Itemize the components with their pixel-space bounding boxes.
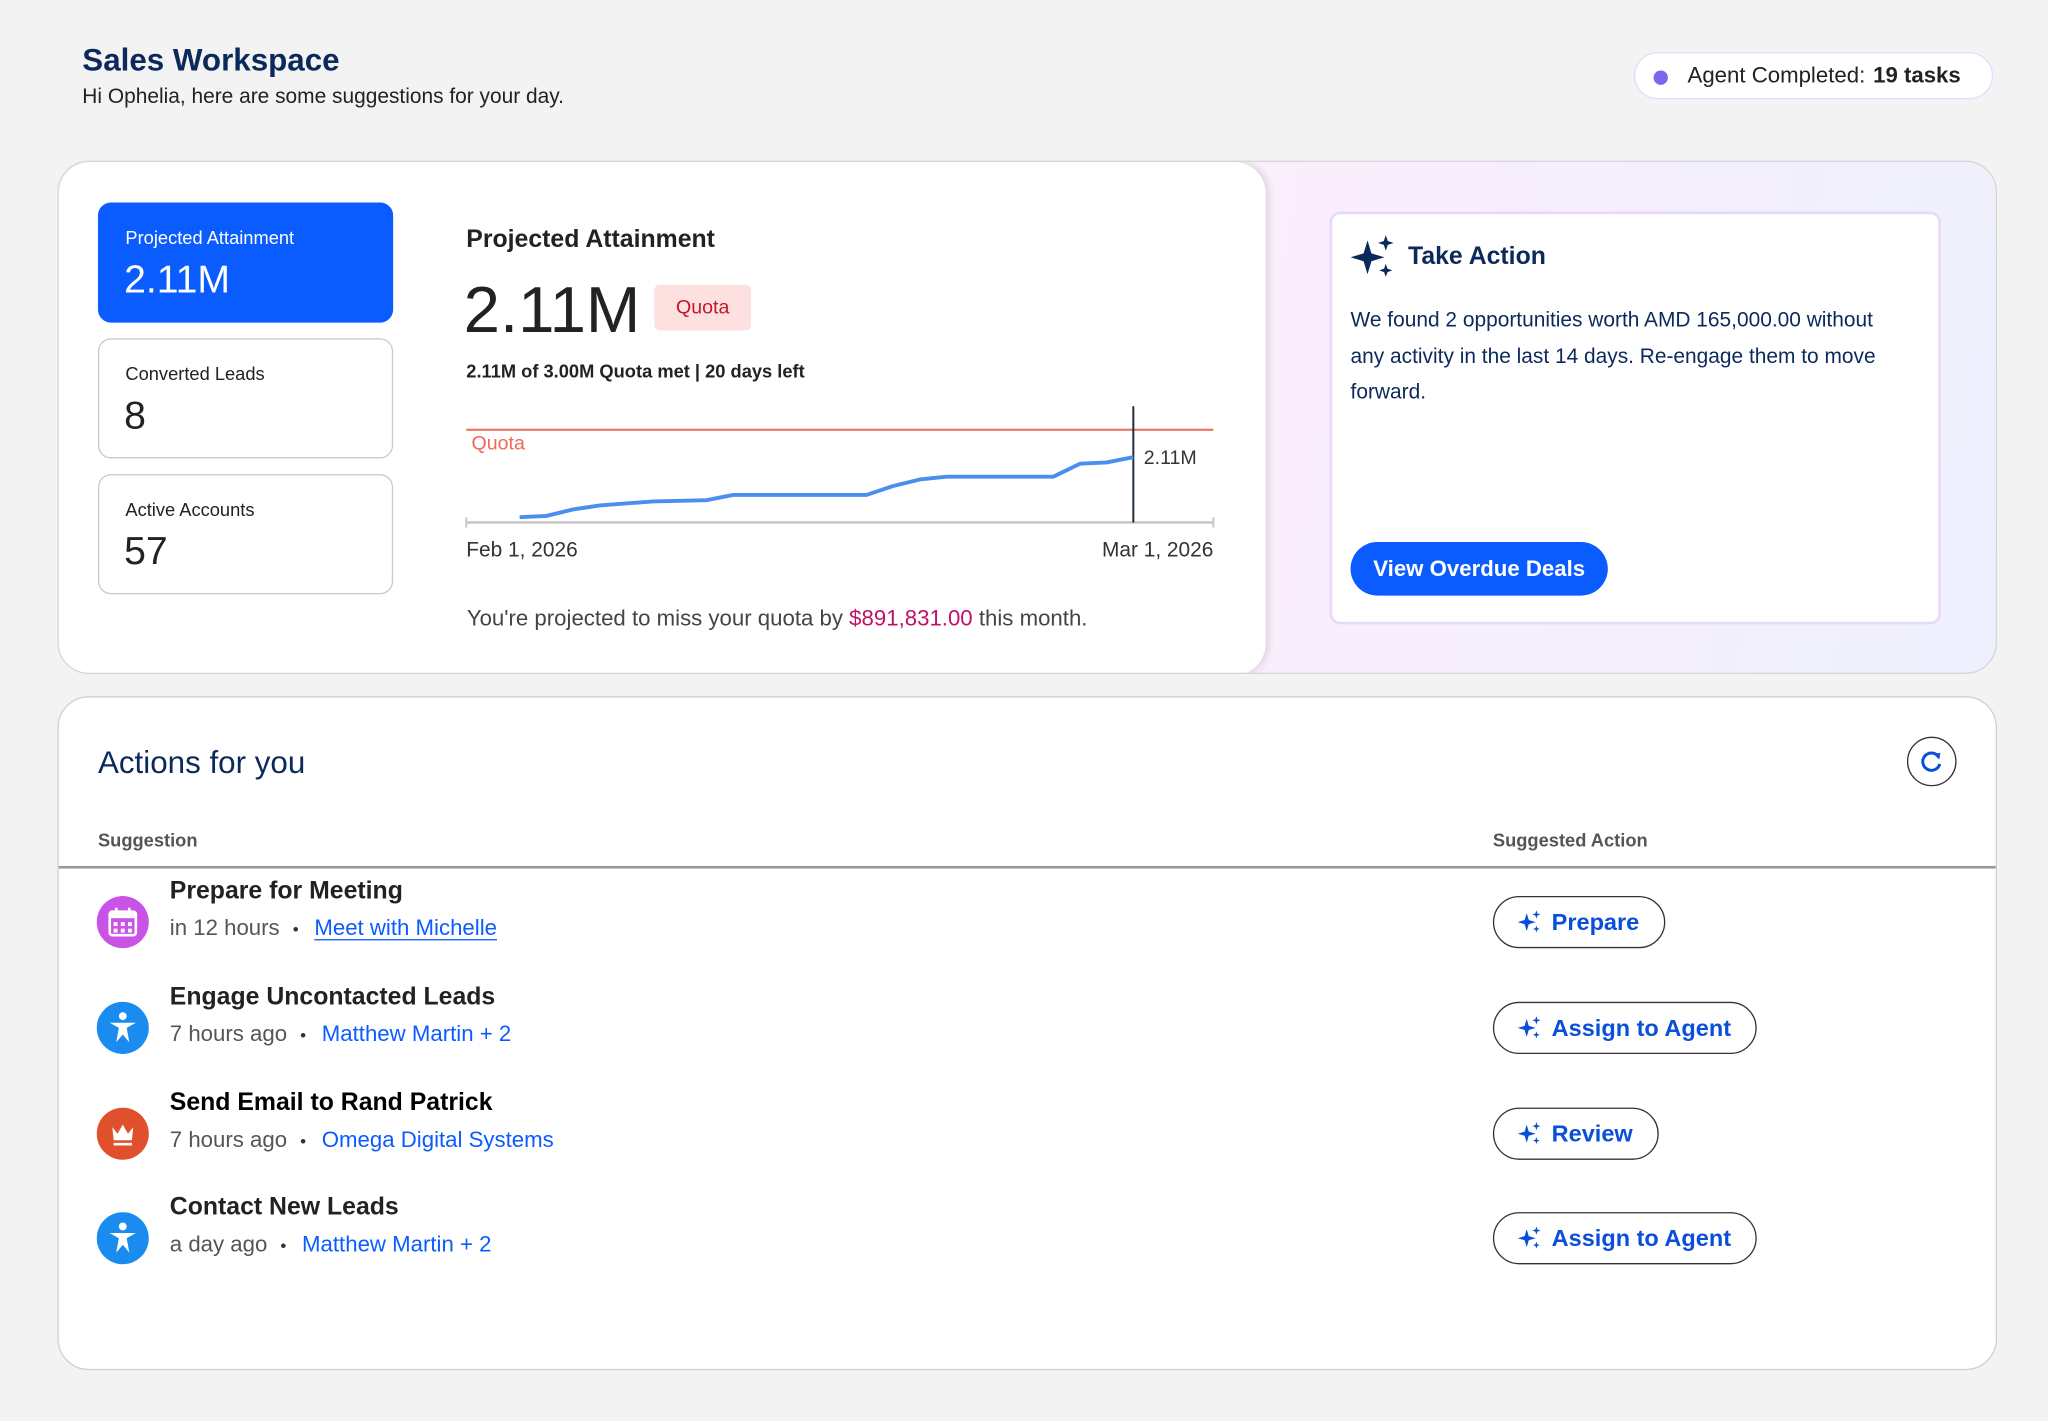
action-meta: 7 hours ago Omega Digital Systems [170,1127,554,1153]
metric-tile[interactable]: Converted Leads 8 [97,338,394,459]
action-link-wrap: Matthew Martin + 2 [267,1232,491,1257]
attainment-line [519,455,1134,520]
action-time: a day ago [169,1231,268,1257]
metric-tile[interactable]: Projected Attainment 2.11M [97,202,394,323]
action-link[interactable]: Omega Digital Systems [321,1127,554,1152]
action-link-wrap: Omega Digital Systems [287,1127,554,1152]
action-time: 7 hours ago [169,1127,288,1152]
refresh-button[interactable] [1906,736,1957,787]
badge-label: Agent Completed: [1687,62,1866,88]
agent-badge[interactable]: Agent Completed: 19 tasks [1633,52,1994,100]
action-title: Engage Uncontacted Leads [169,983,496,1011]
attainment-chart: Feb 1, 2026 Mar 1, 2026 Quota 2.11M [465,406,1215,561]
action-button-label: Assign to Agent [1551,1224,1732,1251]
action-meta: in 12 hours Meet with Michelle [170,916,497,942]
actions-card: Actions for you Suggestion Suggested Act… [57,696,1998,1371]
x-tick-label: Feb 1, 2026 [466,538,577,561]
action-button-label: Prepare [1551,908,1640,935]
take-action-body: We found 2 opportunities worth AMD 165,0… [1350,309,1876,404]
attainment-summary: 2.11M of 3.00M Quota met | 20 days left [466,360,805,382]
take-action-title: Take Action [1407,242,1546,271]
take-action-card: Take Action We found 2 opportunities wor… [1329,211,1941,625]
action-button[interactable]: Prepare [1492,895,1666,949]
attainment-panel: Projected Attainment 2.11M Converted Lead… [58,161,1266,673]
page-title: Sales Workspace [82,43,340,79]
page-subtitle: Hi Ophelia, here are some suggestions fo… [82,86,564,109]
metric-value: 57 [124,530,168,574]
quota-badge: Quota [654,284,752,331]
action-link[interactable]: Matthew Martin + 2 [302,1231,492,1257]
x-tick-label: Mar 1, 2026 [1102,538,1213,561]
action-button-label: Review [1551,1119,1633,1147]
action-link[interactable]: Matthew Martin + 2 [321,1021,512,1047]
metric-label: Active Accounts [125,498,255,520]
action-row: Prepare for Meeting in 12 hours Meet with… [59,867,1996,971]
metric-label: Projected Attainment [125,227,295,249]
action-meta: a day ago Matthew Martin + 2 [170,1232,492,1258]
action-time: 7 hours ago [169,1021,288,1047]
column-header: Suggestion [97,829,198,851]
action-button-label: Assign to Agent [1551,1014,1732,1041]
crown-icon [96,1107,149,1160]
action-meta: 7 hours ago Matthew Martin + 2 [170,1021,511,1047]
sparkle-icon [1350,235,1394,277]
badge-value: 19 tasks [1873,62,1961,88]
column-header: Suggested Action [1492,829,1648,851]
calendar-icon [96,895,149,949]
metric-value: 8 [124,394,146,438]
summary-card: Projected Attainment 2.11M Converted Lead… [57,160,1998,674]
quota-label: Quota [472,432,525,454]
attainment-value: 2.11M [463,272,641,347]
action-link-wrap: Meet with Michelle [280,916,497,941]
action-row: Engage Uncontacted Leads 7 hours ago Matt… [59,973,1996,1077]
action-title: Send Email to Rand Patrick [169,1089,493,1117]
person-icon [96,1001,149,1055]
action-button[interactable]: Assign to Agent [1492,1001,1758,1055]
note-amount: $891,831.00 [849,606,973,631]
action-button[interactable]: Review [1492,1107,1659,1160]
action-link[interactable]: Meet with Michelle [314,915,497,941]
end-label: 2.11M [1144,447,1197,469]
metric-tile[interactable]: Active Accounts 57 [97,474,394,595]
attainment-title: Projected Attainment [466,225,715,254]
action-title: Contact New Leads [169,1193,399,1222]
action-row: Contact New Leads a day ago Matthew Marti… [59,1183,1996,1287]
quota-note: You're projected to miss your quota by $… [59,606,1496,632]
actions-title: Actions for you [97,745,306,782]
sparkle-icon [1517,1016,1541,1039]
metric-value: 2.11M [124,258,231,302]
action-row: Send Email to Rand Patrick 7 hours ago Om… [59,1079,1996,1183]
divider [58,865,1996,868]
note-text: this month. [978,606,1088,631]
action-time: in 12 hours [169,915,280,941]
sparkle-icon [1517,910,1541,933]
action-link-wrap: Matthew Martin + 2 [287,1021,511,1046]
overdue-deals-button[interactable]: View Overdue Deals [1350,542,1608,596]
sparkle-icon [1517,1226,1541,1249]
note-text: You're projected to miss your quota by [466,606,843,631]
action-button[interactable]: Assign to Agent [1492,1212,1758,1265]
metric-label: Converted Leads [125,363,265,384]
person-icon [96,1212,149,1265]
sparkle-icon [1517,1121,1541,1145]
action-title: Prepare for Meeting [169,877,403,906]
